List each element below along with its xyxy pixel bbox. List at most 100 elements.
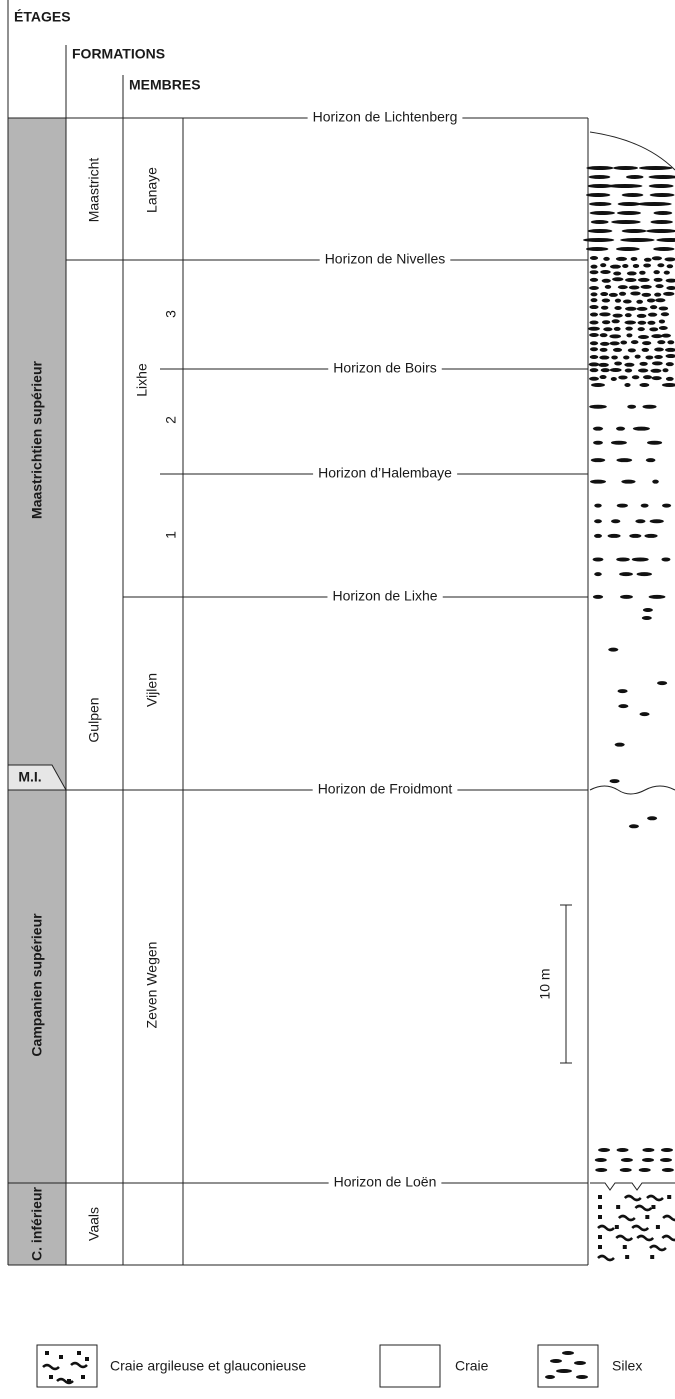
flint <box>626 271 637 276</box>
flint <box>589 341 599 346</box>
flint <box>666 264 674 269</box>
flint <box>592 426 604 431</box>
flint <box>589 277 599 282</box>
flint <box>663 270 670 275</box>
flint <box>594 533 602 538</box>
flint <box>655 284 664 289</box>
flint <box>616 503 628 508</box>
flint <box>642 1158 655 1162</box>
label-backing <box>313 464 458 481</box>
flint <box>617 202 641 206</box>
flint <box>651 361 663 366</box>
flint <box>650 368 662 373</box>
flint <box>649 519 664 524</box>
flint <box>631 375 640 380</box>
header: MEMBRES <box>129 77 201 93</box>
flint <box>603 327 613 332</box>
flint <box>618 375 628 380</box>
flint <box>616 211 641 215</box>
horizon-label: Horizon de Nivelles <box>325 251 446 267</box>
flint <box>636 299 643 304</box>
glauconite <box>616 1205 621 1209</box>
flint <box>614 298 622 303</box>
clay <box>597 1254 615 1262</box>
flint <box>599 333 608 338</box>
flint <box>642 1148 655 1152</box>
horizon-label: Horizon de Lixhe <box>332 588 437 604</box>
glauconite <box>598 1235 602 1239</box>
flint <box>627 348 636 353</box>
flint <box>665 362 674 367</box>
flint <box>589 404 607 409</box>
flint <box>588 362 600 367</box>
clay <box>646 1194 664 1202</box>
flint <box>613 271 622 276</box>
label-backing <box>328 359 442 376</box>
flint <box>594 1158 607 1162</box>
flint <box>589 211 616 215</box>
flint <box>648 175 675 179</box>
legend-label: Silex <box>612 1358 642 1374</box>
flint <box>594 503 602 508</box>
flint <box>643 263 652 268</box>
flint <box>639 361 648 366</box>
flint <box>621 193 644 197</box>
glauconite <box>645 1215 650 1219</box>
flint <box>650 220 673 224</box>
flint <box>661 1168 674 1172</box>
flint <box>663 291 675 296</box>
label-backing <box>307 108 463 125</box>
flint <box>658 326 668 331</box>
flint <box>619 1168 632 1172</box>
flint <box>611 319 620 324</box>
flint <box>604 284 612 289</box>
horizon-label: Horizon de Boirs <box>333 360 437 376</box>
header: FORMATIONS <box>72 46 165 62</box>
clay <box>42 1363 60 1371</box>
flint <box>598 362 609 367</box>
legend-label: Craie argileuse et glauconieuse <box>110 1358 306 1374</box>
flint <box>600 305 609 310</box>
flint <box>653 270 660 275</box>
membre-label: Vijlen <box>144 673 160 707</box>
flint <box>646 298 656 303</box>
flint <box>550 1359 562 1363</box>
flint <box>632 426 650 431</box>
label-backing <box>319 250 451 267</box>
flint <box>608 647 619 652</box>
flint <box>590 458 606 463</box>
flint <box>654 347 664 352</box>
flint <box>612 277 624 282</box>
flint <box>609 264 621 269</box>
unit-label: 3 <box>163 310 179 318</box>
flint <box>617 285 628 290</box>
flint <box>661 557 671 562</box>
flint <box>637 334 650 339</box>
flint <box>666 285 675 290</box>
flint <box>630 291 641 296</box>
legend-label: Craie <box>455 1358 489 1374</box>
flint <box>638 166 673 170</box>
glauconite <box>49 1375 53 1379</box>
glauconite <box>85 1357 89 1361</box>
flint <box>589 256 599 261</box>
flint <box>588 326 600 331</box>
flint <box>592 594 604 599</box>
flint <box>634 354 641 359</box>
flint <box>657 263 665 268</box>
flint <box>647 320 656 325</box>
clay <box>70 1361 88 1369</box>
flint <box>574 1361 586 1365</box>
clay <box>634 1204 653 1212</box>
glauconite <box>655 1225 660 1229</box>
flint <box>613 326 621 331</box>
flint <box>647 816 658 821</box>
flint <box>642 404 657 409</box>
horizon-label: Horizon d’Halembaye <box>318 465 452 481</box>
flint <box>589 312 599 317</box>
flint <box>648 594 666 599</box>
flint <box>636 572 653 577</box>
flint <box>636 306 648 311</box>
flint <box>615 247 640 251</box>
